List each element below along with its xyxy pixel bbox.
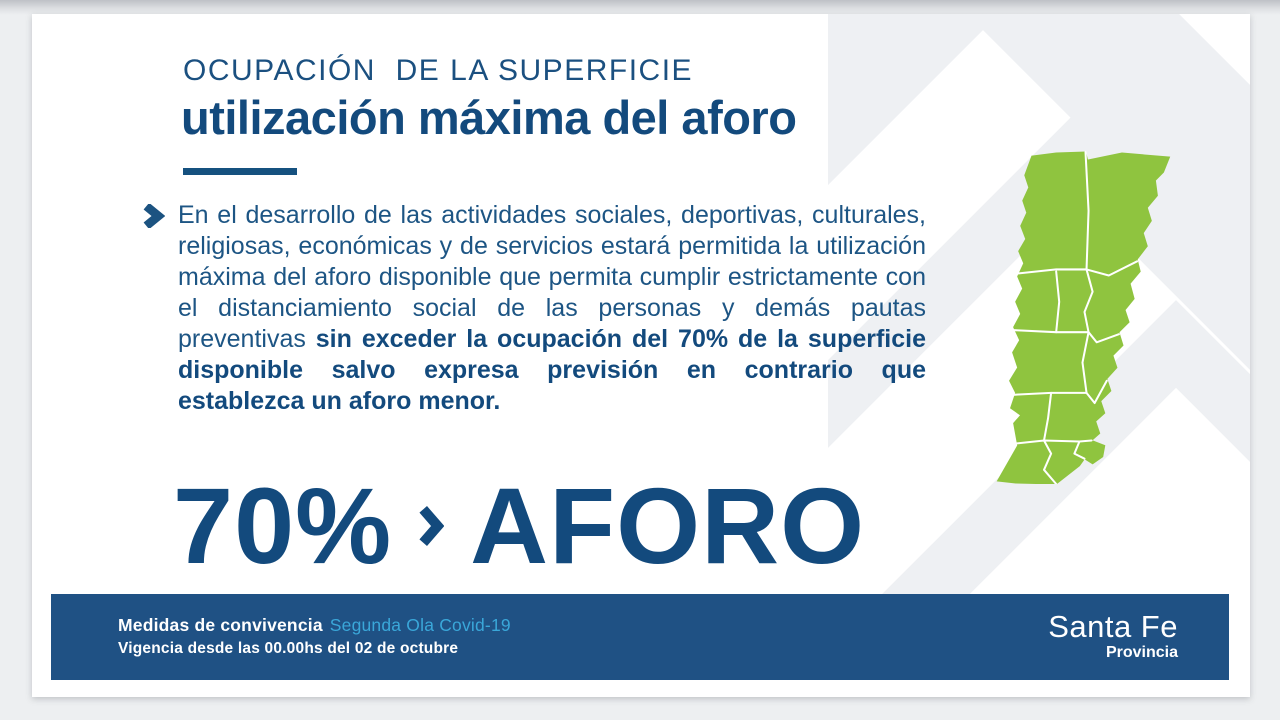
chevron-right-icon	[419, 506, 445, 546]
santa-fe-province-map	[996, 151, 1171, 484]
footer-title: Medidas de convivencia Segunda Ola Covid-…	[118, 615, 511, 636]
body-paragraph: En el desarrollo de las actividades soci…	[178, 200, 926, 417]
body-paragraph-bold: sin exceder la ocupación del 70% de la s…	[178, 325, 926, 415]
stat-label: AFORO	[470, 465, 866, 587]
window-top-shadow	[0, 0, 1280, 15]
footer-title-light: Segunda Ola Covid-19	[329, 615, 511, 635]
stat-row: 70% AFORO	[173, 466, 865, 586]
chevron-right-icon	[143, 204, 165, 228]
footer-bar: Medidas de convivencia Segunda Ola Covid-…	[51, 594, 1229, 680]
footer-title-bold: Medidas de convivencia	[118, 615, 323, 635]
slide-kicker: OCUPACIÓN DE LA SUPERFICIE	[183, 54, 694, 87]
footer-subtitle: Vigencia desde las 00.00hs del 02 de oct…	[118, 640, 459, 657]
footer-text-block: Medidas de convivencia Segunda Ola Covid-…	[118, 615, 511, 658]
stat-value: 70%	[173, 465, 393, 587]
body-paragraph-regular: En el desarrollo de las actividades soci…	[178, 201, 926, 353]
slide-title: utilización máxima del aforo	[181, 91, 797, 144]
brand-name: Santa Fe	[1048, 609, 1178, 644]
brand-subtitle: Provincia	[1105, 643, 1178, 661]
title-underline	[183, 168, 297, 175]
santa-fe-logo: Santa Fe Provincia	[1048, 609, 1178, 662]
slide-canvas: OCUPACIÓN DE LA SUPERFICIE utilización m…	[32, 14, 1250, 697]
